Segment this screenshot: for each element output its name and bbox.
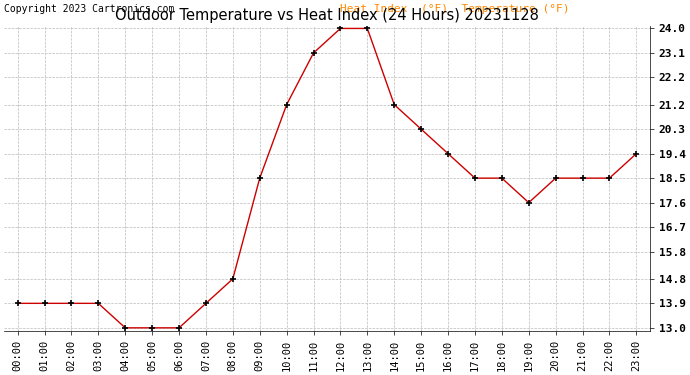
Title: Outdoor Temperature vs Heat Index (24 Hours) 20231128: Outdoor Temperature vs Heat Index (24 Ho…: [115, 8, 539, 23]
Text: Heat Index  (°F)  Temperature (°F): Heat Index (°F) Temperature (°F): [340, 3, 569, 13]
Text: Copyright 2023 Cartronics.com: Copyright 2023 Cartronics.com: [4, 3, 175, 13]
